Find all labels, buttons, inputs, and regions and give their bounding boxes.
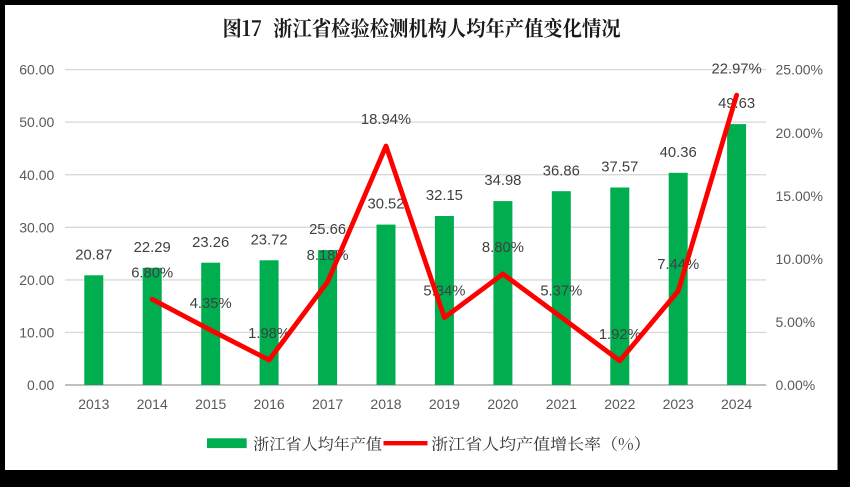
svg-text:2018: 2018 <box>370 396 401 412</box>
svg-text:0.00: 0.00 <box>27 377 54 393</box>
svg-text:22.29: 22.29 <box>134 240 171 256</box>
svg-text:32.15: 32.15 <box>426 188 463 204</box>
svg-text:8.80%: 8.80% <box>482 240 524 256</box>
svg-text:2014: 2014 <box>137 396 168 412</box>
svg-text:2022: 2022 <box>604 396 635 412</box>
svg-text:6.80%: 6.80% <box>131 265 173 281</box>
svg-text:1.98%: 1.98% <box>248 326 290 342</box>
svg-text:2019: 2019 <box>429 396 460 412</box>
svg-text:34.98: 34.98 <box>484 173 521 189</box>
svg-text:2015: 2015 <box>195 396 226 412</box>
svg-text:18.94%: 18.94% <box>361 112 411 128</box>
svg-text:25.00%: 25.00% <box>776 62 823 78</box>
svg-text:60.00: 60.00 <box>19 62 54 78</box>
svg-text:15.00%: 15.00% <box>776 188 823 204</box>
svg-text:36.86: 36.86 <box>543 163 580 179</box>
svg-text:25.66: 25.66 <box>309 222 346 238</box>
svg-text:2021: 2021 <box>546 396 577 412</box>
svg-text:30.52: 30.52 <box>367 197 404 213</box>
svg-text:23.72: 23.72 <box>251 232 288 248</box>
svg-text:23.26: 23.26 <box>192 235 229 251</box>
svg-text:50.00: 50.00 <box>19 114 54 130</box>
svg-text:49.63: 49.63 <box>718 96 755 112</box>
svg-text:20.00: 20.00 <box>19 272 54 288</box>
svg-text:40.00: 40.00 <box>19 167 54 183</box>
svg-text:2016: 2016 <box>254 396 285 412</box>
svg-text:0.00%: 0.00% <box>776 377 816 393</box>
svg-text:2013: 2013 <box>78 396 109 412</box>
svg-text:37.57: 37.57 <box>601 160 638 176</box>
svg-text:2017: 2017 <box>312 396 343 412</box>
svg-text:2023: 2023 <box>663 396 694 412</box>
svg-text:7.44%: 7.44% <box>657 257 699 273</box>
svg-text:4.35%: 4.35% <box>190 296 232 312</box>
svg-text:5.37%: 5.37% <box>540 283 582 299</box>
svg-text:10.00%: 10.00% <box>776 251 823 267</box>
svg-text:5.00%: 5.00% <box>776 314 816 330</box>
svg-text:20.87: 20.87 <box>75 247 112 263</box>
svg-text:22.97%: 22.97% <box>712 61 762 77</box>
svg-text:2020: 2020 <box>487 396 518 412</box>
svg-text:20.00%: 20.00% <box>776 125 823 141</box>
svg-text:2024: 2024 <box>721 396 752 412</box>
svg-text:5.34%: 5.34% <box>423 284 465 300</box>
svg-text:30.00: 30.00 <box>19 219 54 235</box>
svg-text:40.36: 40.36 <box>660 145 697 161</box>
svg-text:1.92%: 1.92% <box>599 327 641 343</box>
svg-text:10.00: 10.00 <box>19 325 54 341</box>
